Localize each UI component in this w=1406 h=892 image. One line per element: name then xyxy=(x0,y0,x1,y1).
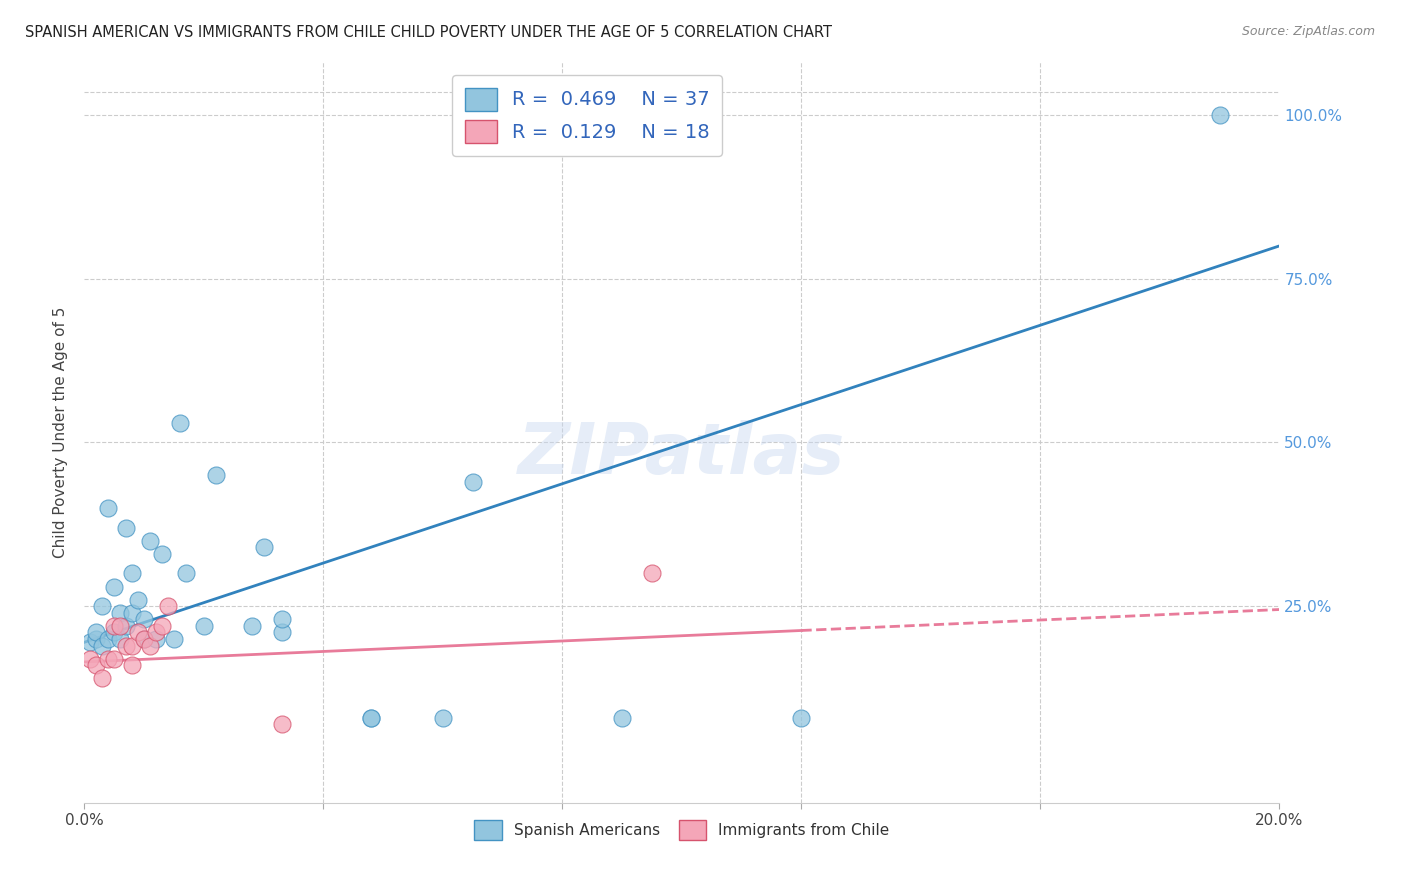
Point xyxy=(157,599,180,614)
Point xyxy=(145,632,167,646)
Point xyxy=(150,619,173,633)
Point xyxy=(110,632,132,646)
Point xyxy=(790,711,813,725)
Point xyxy=(86,625,108,640)
Point xyxy=(121,639,143,653)
Point xyxy=(86,658,108,673)
Text: ZIPatlas: ZIPatlas xyxy=(519,420,845,490)
Point xyxy=(253,541,276,555)
Point xyxy=(110,606,132,620)
Point xyxy=(150,547,173,561)
Point xyxy=(91,671,114,685)
Point xyxy=(240,619,263,633)
Point xyxy=(270,625,292,640)
Point xyxy=(91,599,114,614)
Point xyxy=(132,632,156,646)
Point xyxy=(139,639,162,653)
Point xyxy=(91,639,114,653)
Point xyxy=(360,711,382,725)
Point xyxy=(86,632,108,646)
Point xyxy=(641,566,664,581)
Point xyxy=(270,612,292,626)
Point xyxy=(132,632,156,646)
Point xyxy=(1209,108,1232,122)
Point xyxy=(121,606,143,620)
Point xyxy=(97,632,120,646)
Point xyxy=(110,619,132,633)
Point xyxy=(103,619,125,633)
Point xyxy=(115,521,138,535)
Point xyxy=(270,717,292,731)
Point xyxy=(174,566,197,581)
Point xyxy=(127,592,149,607)
Point xyxy=(360,711,382,725)
Point xyxy=(127,625,149,640)
Y-axis label: Child Poverty Under the Age of 5: Child Poverty Under the Age of 5 xyxy=(53,307,69,558)
Point xyxy=(612,711,634,725)
Point xyxy=(163,632,186,646)
Point xyxy=(205,468,228,483)
Point xyxy=(145,625,167,640)
Point xyxy=(432,711,454,725)
Text: SPANISH AMERICAN VS IMMIGRANTS FROM CHILE CHILD POVERTY UNDER THE AGE OF 5 CORRE: SPANISH AMERICAN VS IMMIGRANTS FROM CHIL… xyxy=(25,25,832,40)
Text: Source: ZipAtlas.com: Source: ZipAtlas.com xyxy=(1241,25,1375,38)
Point xyxy=(132,612,156,626)
Point xyxy=(97,651,120,665)
Point xyxy=(139,533,162,548)
Point xyxy=(193,619,215,633)
Point xyxy=(79,635,101,649)
Point xyxy=(103,625,125,640)
Point xyxy=(115,639,138,653)
Point xyxy=(121,566,143,581)
Point xyxy=(461,475,484,489)
Point xyxy=(103,580,125,594)
Point xyxy=(115,619,138,633)
Point xyxy=(79,651,101,665)
Point xyxy=(121,658,143,673)
Point xyxy=(103,651,125,665)
Point xyxy=(97,500,120,515)
Legend: Spanish Americans, Immigrants from Chile: Spanish Americans, Immigrants from Chile xyxy=(464,810,900,851)
Point xyxy=(169,416,191,430)
